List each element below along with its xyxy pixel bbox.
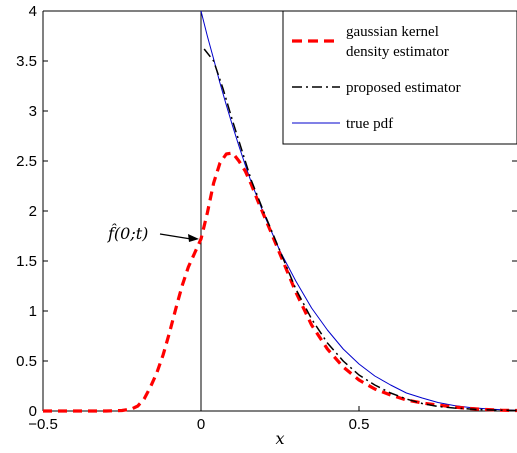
y-tick-label: 3 [29, 103, 37, 120]
y-tick-label: 0.5 [16, 353, 37, 370]
legend-label: density estimator [346, 44, 449, 60]
y-tick-label: 2 [29, 203, 37, 220]
y-tick-label: 1.5 [16, 253, 37, 270]
series-layer [43, 10, 517, 413]
y-tick-label: 3.5 [16, 53, 37, 70]
legend: gaussian kernel density estimator proposed… [282, 10, 517, 145]
legend-label: true pdf [346, 116, 393, 132]
y-tick-label: 0 [29, 403, 37, 420]
y-tick-label: 2.5 [16, 153, 37, 170]
x-tick-label: 0.5 [349, 416, 370, 433]
annotation-arrow-line [159, 233, 192, 240]
annotation-arrow-head [188, 234, 199, 242]
y-tick-label: 1 [29, 303, 37, 320]
series-line-proposed-estimator [203, 48, 517, 412]
annotation: f̂(0;t) [107, 224, 199, 243]
y-tick-label: 4 [29, 3, 37, 20]
annotation-label: f̂(0;t) [107, 224, 148, 243]
legend-box [282, 10, 517, 145]
x-tick-label: 0 [197, 416, 205, 433]
series-line-gaussian-kernel-density-estimator [43, 151, 517, 413]
legend-label: gaussian kernel [346, 24, 439, 40]
x-axis-label: x [275, 429, 284, 448]
x-tick-label: −0.5 [28, 416, 58, 433]
legend-label: proposed estimator [346, 80, 461, 96]
series-line-true-pdf [200, 10, 517, 411]
